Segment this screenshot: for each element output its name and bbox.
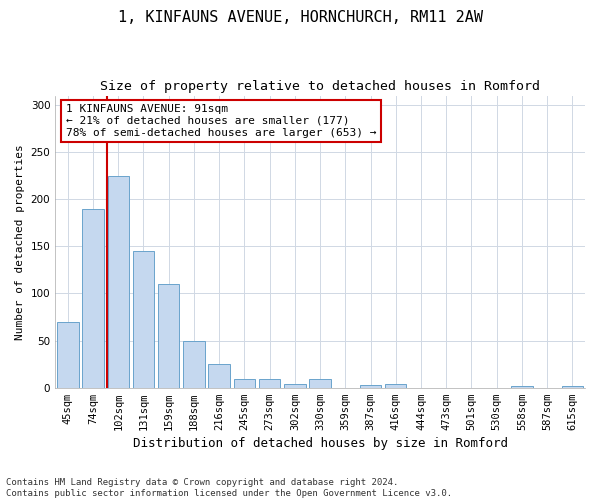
- Text: 1, KINFAUNS AVENUE, HORNCHURCH, RM11 2AW: 1, KINFAUNS AVENUE, HORNCHURCH, RM11 2AW: [118, 10, 482, 25]
- Y-axis label: Number of detached properties: Number of detached properties: [15, 144, 25, 340]
- X-axis label: Distribution of detached houses by size in Romford: Distribution of detached houses by size …: [133, 437, 508, 450]
- Bar: [107, 176, 129, 388]
- Title: Size of property relative to detached houses in Romford: Size of property relative to detached ho…: [100, 80, 540, 93]
- Bar: [562, 386, 583, 388]
- Bar: [284, 384, 305, 388]
- Bar: [511, 386, 533, 388]
- Text: 1 KINFAUNS AVENUE: 91sqm
← 21% of detached houses are smaller (177)
78% of semi-: 1 KINFAUNS AVENUE: 91sqm ← 21% of detach…: [66, 104, 376, 138]
- Bar: [57, 322, 79, 388]
- Bar: [183, 340, 205, 388]
- Text: Contains HM Land Registry data © Crown copyright and database right 2024.
Contai: Contains HM Land Registry data © Crown c…: [6, 478, 452, 498]
- Bar: [133, 251, 154, 388]
- Bar: [360, 385, 381, 388]
- Bar: [208, 364, 230, 388]
- Bar: [259, 379, 280, 388]
- Bar: [385, 384, 406, 388]
- Bar: [233, 379, 255, 388]
- Bar: [82, 208, 104, 388]
- Bar: [158, 284, 179, 388]
- Bar: [310, 379, 331, 388]
